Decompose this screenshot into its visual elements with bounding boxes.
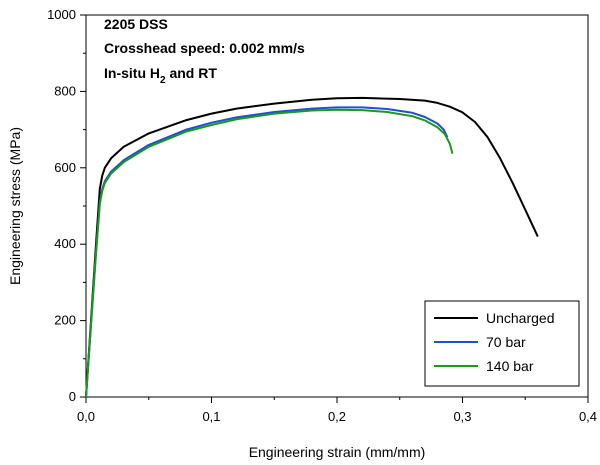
annotation-block: 2205 DSS Crosshead speed: 0.002 mm/s In-… [104,16,305,86]
y-tick-label: 800 [54,83,76,98]
series-line-70-bar [85,106,449,398]
legend-label-140-bar: 140 bar [486,358,534,374]
y-tick-label: 600 [54,160,76,175]
y-axis-title: Engineering stress (MPa) [7,127,23,285]
annotation-line-3-suffix: and RT [166,65,218,81]
annotation-line-2: Crosshead speed: 0.002 mm/s [104,40,305,56]
x-tick-label: 0,0 [77,409,95,424]
y-tick-label: 1000 [47,7,76,22]
y-tick-label: 200 [54,313,76,328]
legend-box [424,300,580,387]
x-axis-title: Engineering strain (mm/mm) [249,444,426,460]
y-tick-label: 400 [54,236,76,251]
x-axis-ticks: 0,0 0,1 0,2 0,3 0,4 [77,397,597,424]
series-line-140-bar [85,108,454,398]
legend-label-70-bar: 70 bar [486,334,526,350]
series-lines [85,96,539,398]
x-tick-label: 0,2 [328,409,346,424]
legend-label-uncharged: Uncharged [486,310,555,326]
x-tick-label: 0,1 [202,409,220,424]
x-tick-label: 0,3 [453,409,471,424]
annotation-line-3-subscript: 2 [160,75,166,86]
y-tick-label: 0 [69,389,76,404]
annotation-line-3-prefix: In-situ H [104,65,160,81]
y-axis-ticks: 0 200 400 600 800 1000 [47,7,86,404]
series-line-uncharged [85,96,539,398]
annotation-line-1: 2205 DSS [104,16,168,32]
x-tick-label: 0,4 [579,409,597,424]
annotation-line-3: In-situ H2 and RT [104,65,217,86]
legend: Uncharged 70 bar 140 bar [424,300,580,387]
